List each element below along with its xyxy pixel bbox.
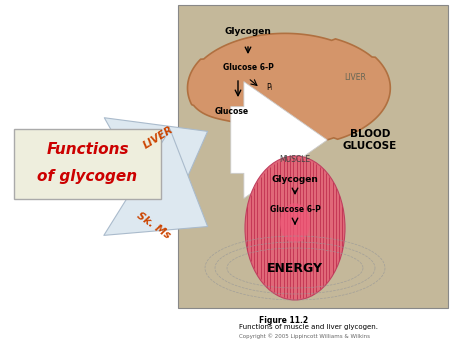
Text: Sk. Ms: Sk. Ms bbox=[134, 211, 172, 241]
Text: Copyright © 2005 Lippincott Williams & Wilkins: Copyright © 2005 Lippincott Williams & W… bbox=[239, 333, 370, 339]
Text: Figure 11.2: Figure 11.2 bbox=[259, 316, 308, 325]
FancyBboxPatch shape bbox=[178, 5, 448, 308]
Text: BLOOD
GLUCOSE: BLOOD GLUCOSE bbox=[343, 129, 397, 151]
FancyBboxPatch shape bbox=[14, 129, 161, 199]
Ellipse shape bbox=[245, 156, 345, 300]
Text: Pᵢ: Pᵢ bbox=[266, 82, 272, 92]
Polygon shape bbox=[188, 33, 390, 146]
Text: Glycogen: Glycogen bbox=[272, 175, 319, 185]
Text: Glucose 6-P: Glucose 6-P bbox=[270, 206, 320, 214]
Text: MUSCLE: MUSCLE bbox=[280, 155, 310, 164]
FancyArrowPatch shape bbox=[231, 82, 327, 198]
Ellipse shape bbox=[280, 203, 310, 243]
Text: ENERGY: ENERGY bbox=[267, 262, 323, 274]
Text: LIVER: LIVER bbox=[344, 73, 366, 82]
FancyArrowPatch shape bbox=[104, 118, 208, 227]
Text: Glucose 6-P: Glucose 6-P bbox=[223, 64, 273, 72]
Text: Functions: Functions bbox=[46, 142, 129, 158]
FancyArrowPatch shape bbox=[104, 129, 208, 235]
Text: of glycogen: of glycogen bbox=[37, 169, 137, 184]
Text: LIVER: LIVER bbox=[141, 125, 175, 151]
Text: Glycogen: Glycogen bbox=[225, 27, 272, 37]
Text: Functions of muscle and liver glycogen.: Functions of muscle and liver glycogen. bbox=[239, 324, 378, 330]
Text: Glucose: Glucose bbox=[215, 108, 249, 116]
